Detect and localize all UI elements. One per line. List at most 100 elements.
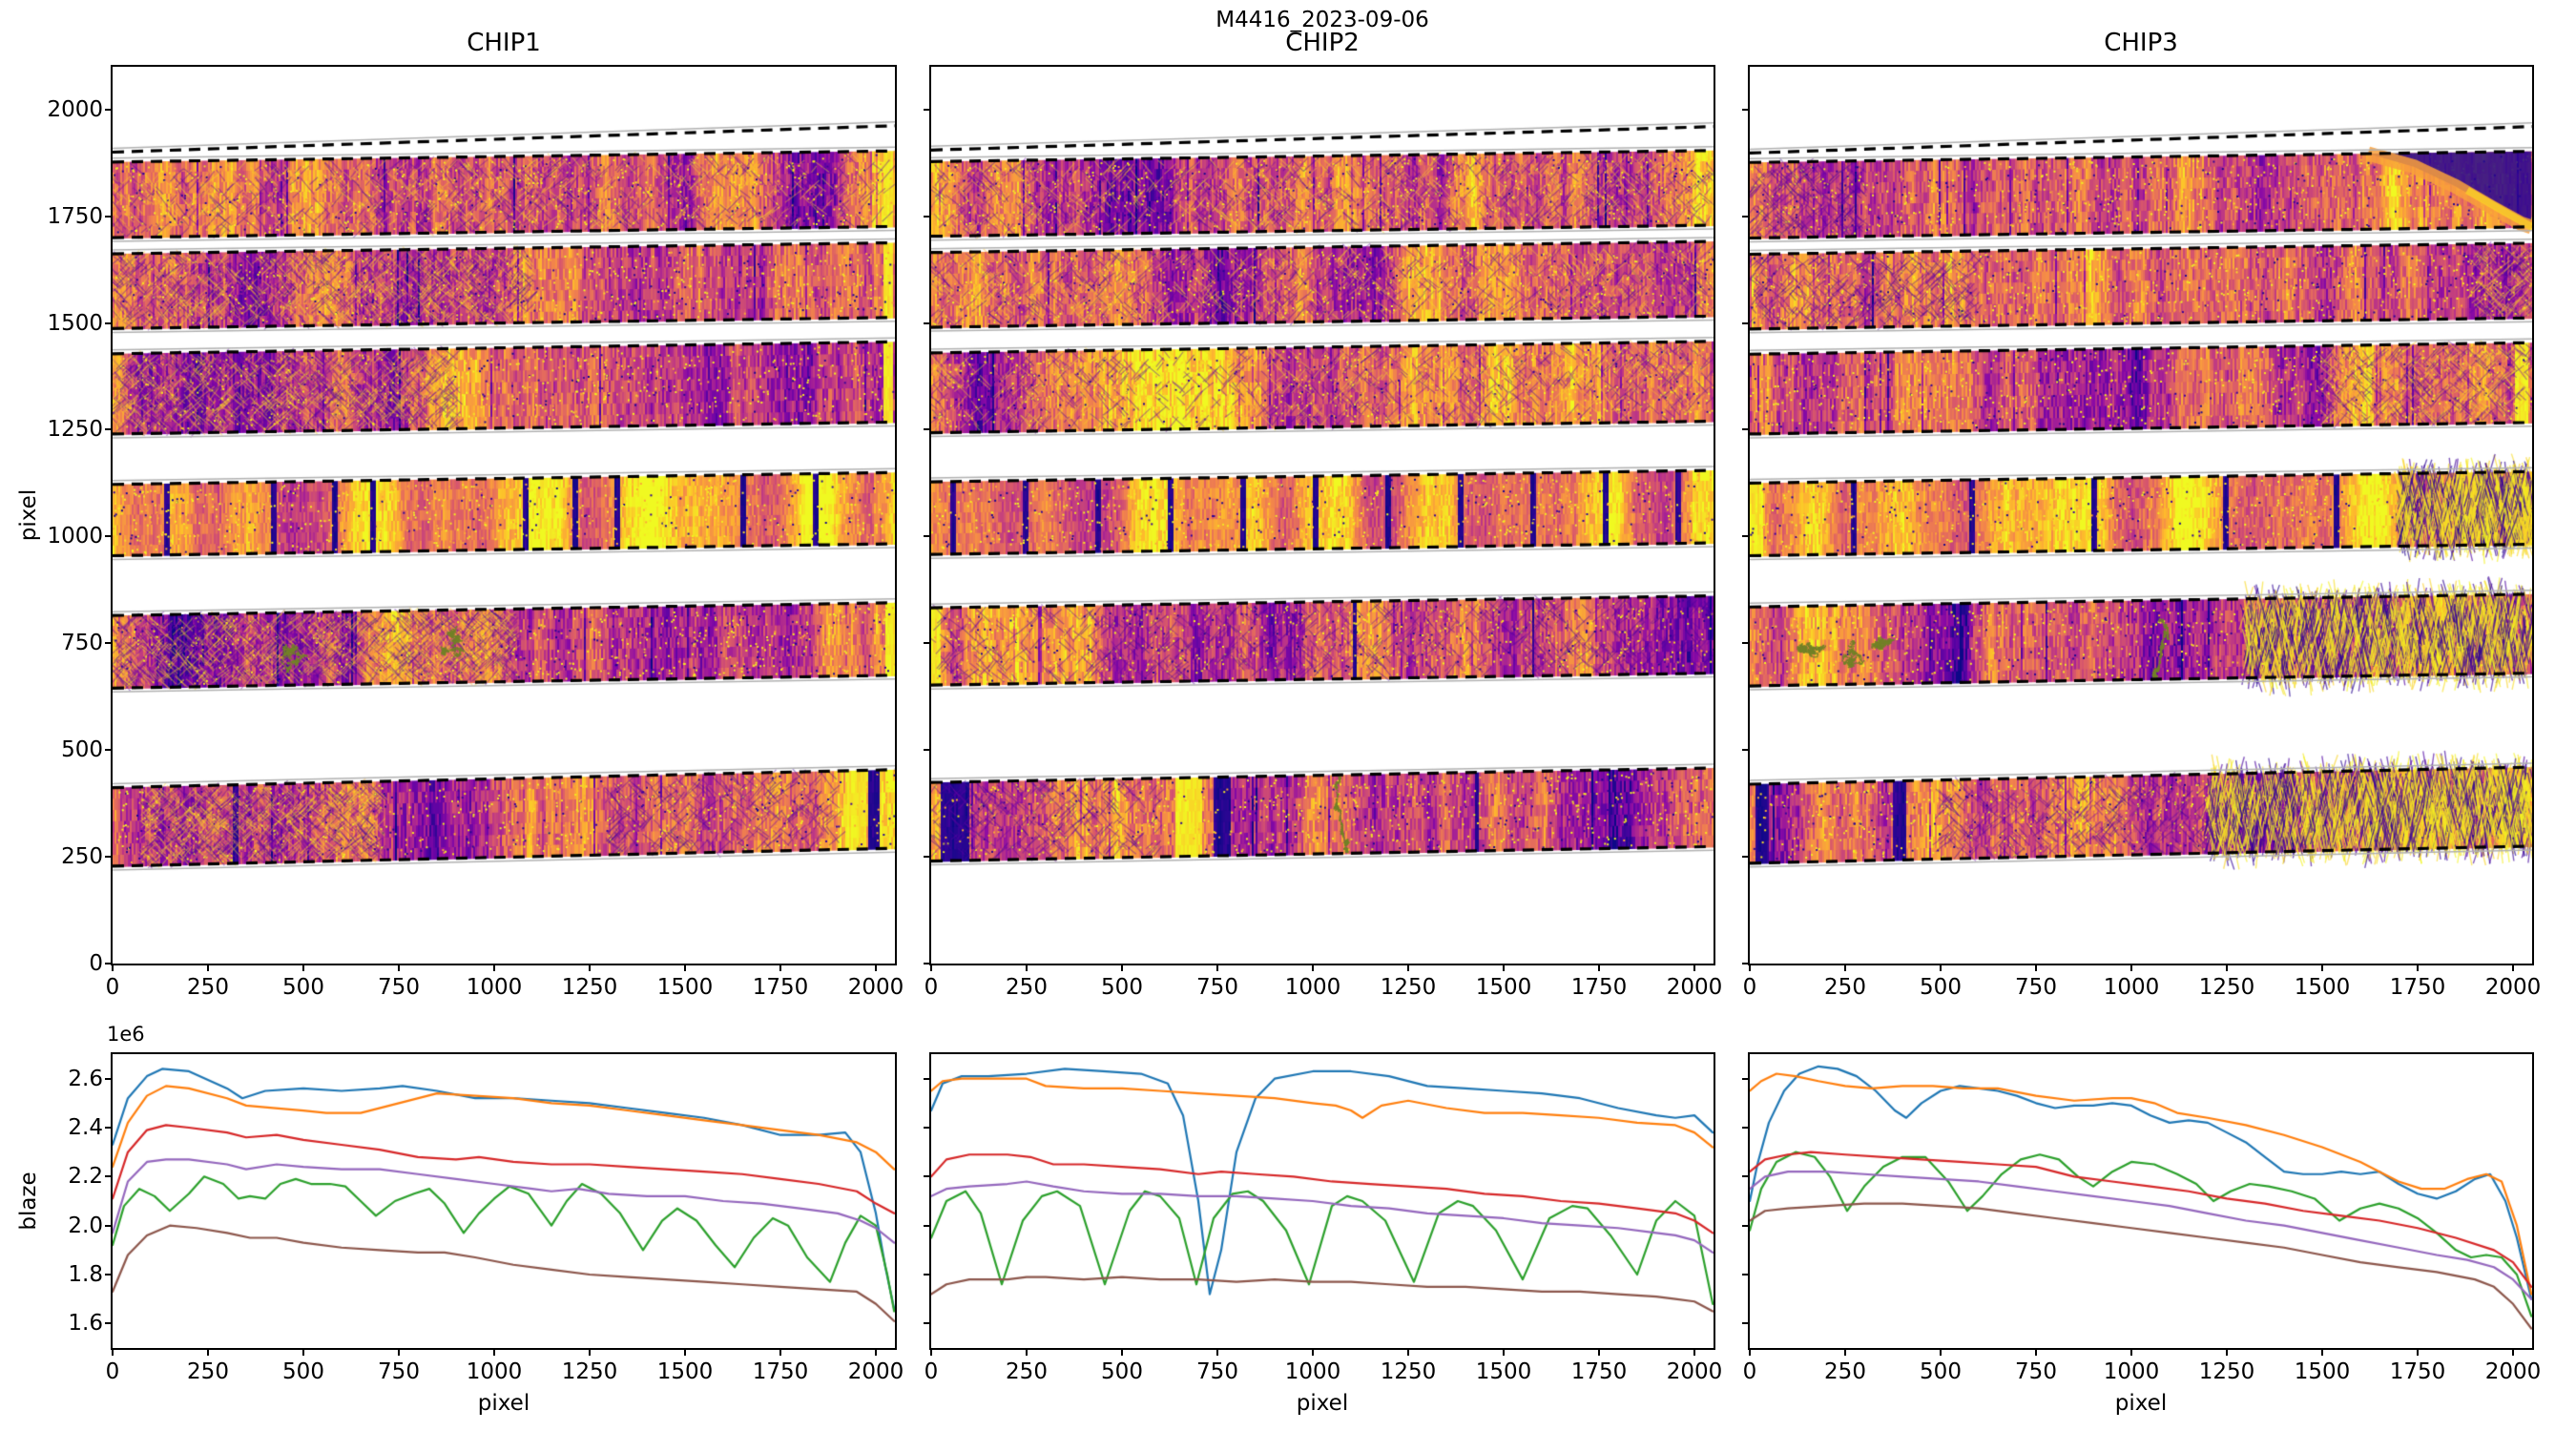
- x-tick-label: 500: [1920, 1359, 1962, 1384]
- y-tick: [105, 108, 113, 111]
- x-tick: [930, 1348, 932, 1356]
- x-tick: [1216, 1348, 1218, 1356]
- x-tick-label: 500: [1101, 1359, 1143, 1384]
- y-tick-label: 2.6: [68, 1066, 103, 1091]
- x-tick: [2321, 964, 2323, 971]
- y-tick-label: 750: [61, 631, 103, 656]
- x-tick-label: 750: [1196, 975, 1238, 1000]
- x-tick-label: 1750: [752, 1359, 809, 1384]
- x-tick-label: 250: [187, 1359, 229, 1384]
- x-tick-label: 2000: [1666, 975, 1723, 1000]
- x-tick-label: 0: [924, 975, 939, 1000]
- y-tick: [924, 749, 931, 752]
- x-tick-label: 250: [187, 975, 229, 1000]
- y-tick: [1742, 642, 1750, 645]
- x-tick: [2130, 1348, 2132, 1356]
- x-tick-label: 750: [378, 1359, 420, 1384]
- x-tick: [398, 964, 400, 971]
- x-tick-label: 1250: [2198, 1359, 2255, 1384]
- x-tick-label: 250: [1006, 1359, 1048, 1384]
- x-tick-label: 2000: [1666, 1359, 1723, 1384]
- x-tick-label: 1750: [1570, 975, 1628, 1000]
- chip2-blaze-canvas: [931, 1054, 1714, 1348]
- x-tick-label: 500: [282, 1359, 324, 1384]
- y-tick: [1742, 1224, 1750, 1227]
- x-tick-label: 750: [2015, 975, 2057, 1000]
- chip1-blaze-canvas: [113, 1054, 895, 1348]
- x-tick-label: 0: [1742, 1359, 1757, 1384]
- y-tick: [924, 1274, 931, 1275]
- y-tick: [924, 428, 931, 431]
- x-tick: [589, 1348, 591, 1356]
- chip3-blaze-x-axis-label: pixel: [2114, 1391, 2168, 1416]
- y-tick: [1742, 108, 1750, 111]
- x-tick-label: 1000: [2103, 1359, 2160, 1384]
- figure-title: M4416_2023-09-06: [1215, 8, 1429, 32]
- x-tick: [207, 964, 209, 971]
- x-tick-label: 500: [1920, 975, 1962, 1000]
- x-tick: [1749, 1348, 1751, 1356]
- x-tick: [684, 964, 686, 971]
- y-tick-label: 1.6: [68, 1311, 103, 1337]
- x-tick: [1844, 1348, 1846, 1356]
- x-tick: [493, 1348, 495, 1356]
- x-tick-label: 2000: [2484, 1359, 2542, 1384]
- x-tick-label: 0: [105, 1359, 120, 1384]
- y-tick: [924, 215, 931, 218]
- chip1-blaze-panel: [111, 1052, 897, 1350]
- chip1-orders-canvas: [113, 67, 895, 964]
- x-tick-label: 1250: [1380, 1359, 1437, 1384]
- x-tick: [2512, 1348, 2514, 1356]
- y-tick: [1742, 1274, 1750, 1275]
- y-tick-label: 2.4: [68, 1115, 103, 1140]
- y-tick: [924, 856, 931, 859]
- y-tick: [1742, 215, 1750, 218]
- chip2-blaze-panel: [929, 1052, 1715, 1350]
- x-tick-label: 250: [1824, 975, 1866, 1000]
- x-tick: [1693, 964, 1695, 971]
- x-tick-label: 1250: [2198, 975, 2255, 1000]
- x-tick: [1598, 964, 1600, 971]
- x-tick: [684, 1348, 686, 1356]
- y-tick: [924, 642, 931, 645]
- y-tick-label: 1000: [47, 524, 103, 550]
- y-tick: [1742, 321, 1750, 324]
- x-tick-label: 1500: [1475, 975, 1532, 1000]
- x-tick: [2226, 964, 2228, 971]
- y-tick: [1742, 749, 1750, 752]
- y-tick: [105, 749, 113, 752]
- x-tick-label: 1250: [561, 1359, 618, 1384]
- x-tick: [589, 964, 591, 971]
- y-tick: [105, 428, 113, 431]
- chip2-title: CHIP2: [1285, 29, 1360, 57]
- x-tick: [1312, 964, 1314, 971]
- chip3-blaze-canvas: [1750, 1054, 2532, 1348]
- x-tick: [2130, 964, 2132, 971]
- x-tick: [302, 1348, 304, 1356]
- x-tick: [2512, 964, 2514, 971]
- blaze-offset-label: 1e6: [107, 1023, 145, 1046]
- chip1-blaze-x-axis-label: pixel: [477, 1391, 530, 1416]
- x-tick: [1407, 964, 1409, 971]
- x-tick: [1026, 1348, 1028, 1356]
- y-tick: [924, 535, 931, 538]
- y-tick-label: 1.8: [68, 1262, 103, 1287]
- x-tick: [1216, 964, 1218, 971]
- x-tick-label: 0: [1742, 975, 1757, 1000]
- x-tick-label: 1750: [2389, 1359, 2446, 1384]
- x-tick-label: 1500: [1475, 1359, 1532, 1384]
- y-tick: [1742, 1175, 1750, 1178]
- x-tick: [1844, 964, 1846, 971]
- x-tick: [1121, 964, 1123, 971]
- x-tick: [2226, 1348, 2228, 1356]
- chip3-orders-panel: [1748, 65, 2534, 965]
- y-tick-label: 1750: [47, 203, 103, 229]
- y-tick-label: 2.2: [68, 1164, 103, 1190]
- y-tick: [1742, 856, 1750, 859]
- y-tick: [105, 535, 113, 538]
- x-tick-label: 1500: [2294, 1359, 2351, 1384]
- x-tick: [779, 1348, 781, 1356]
- y-tick: [1742, 963, 1750, 964]
- x-tick: [1407, 1348, 1409, 1356]
- x-tick-label: 500: [1101, 975, 1143, 1000]
